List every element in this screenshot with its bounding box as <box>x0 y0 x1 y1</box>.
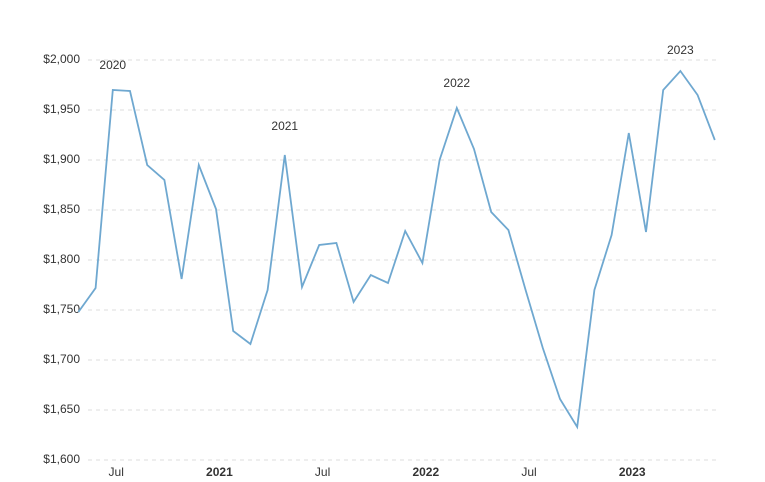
x-tick-label: 2023 <box>619 465 646 479</box>
x-tick-label: Jul <box>109 465 124 479</box>
price-line <box>77 69 716 430</box>
annotation: 2022 <box>443 76 470 90</box>
y-tick-label: $1,600 <box>43 452 80 466</box>
y-tick-label: $1,650 <box>43 402 80 416</box>
y-tick-label: $1,750 <box>43 302 80 316</box>
x-tick-label: 2022 <box>412 465 439 479</box>
y-tick-label: $1,900 <box>43 152 80 166</box>
annotation: 2020 <box>99 58 126 72</box>
x-tick-label: Jul <box>315 465 330 479</box>
annotation: 2023 <box>667 43 694 57</box>
x-tick-label: 2021 <box>206 465 233 479</box>
y-tick-label: $1,950 <box>43 102 80 116</box>
y-tick-label: $1,850 <box>43 202 80 216</box>
y-tick-label: $2,000 <box>43 52 80 66</box>
y-tick-label: $1,700 <box>43 352 80 366</box>
x-tick-label: Jul <box>521 465 536 479</box>
annotation: 2021 <box>271 119 298 133</box>
y-tick-label: $1,800 <box>43 252 80 266</box>
